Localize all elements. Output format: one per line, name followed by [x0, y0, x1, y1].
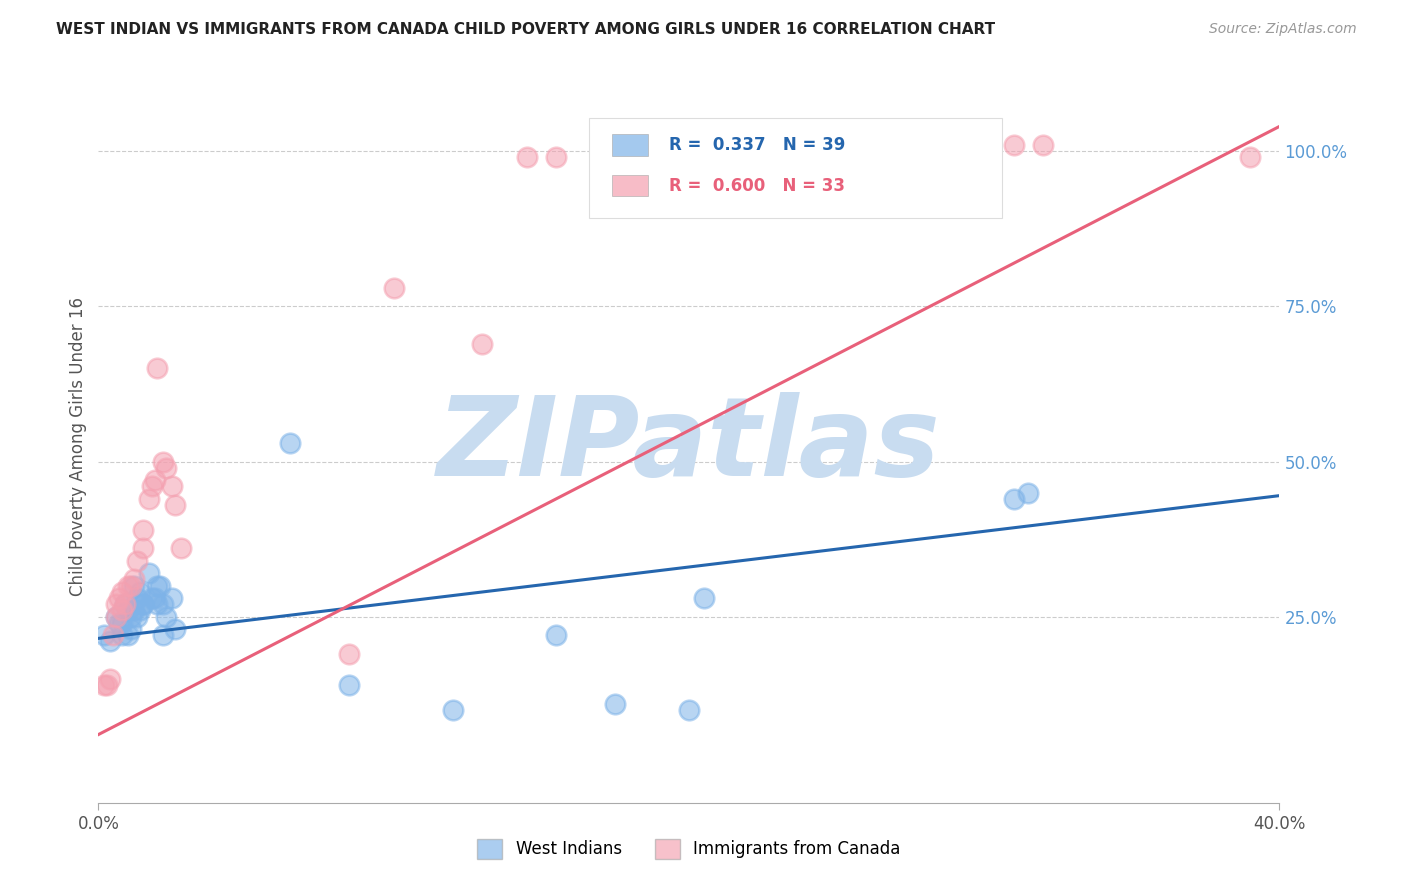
Point: [122, 573, 145, 587]
Point: [143, 591, 166, 605]
Point: [1002, 138, 1025, 153]
Point: [155, 460, 177, 475]
Point: [152, 597, 174, 611]
FancyBboxPatch shape: [612, 175, 648, 196]
Point: [111, 615, 134, 630]
Point: [546, 628, 568, 642]
Point: [152, 628, 174, 642]
Point: [132, 541, 155, 556]
Point: [280, 436, 302, 450]
Point: [125, 591, 148, 605]
Point: [441, 703, 464, 717]
Point: [165, 498, 187, 512]
Point: [546, 151, 568, 165]
Point: [152, 454, 174, 468]
FancyBboxPatch shape: [589, 118, 1002, 218]
Text: WEST INDIAN VS IMMIGRANTS FROM CANADA CHILD POVERTY AMONG GIRLS UNDER 16 CORRELA: WEST INDIAN VS IMMIGRANTS FROM CANADA CH…: [56, 22, 995, 37]
Point: [111, 628, 134, 642]
Point: [122, 579, 145, 593]
Point: [108, 591, 131, 605]
Text: Source: ZipAtlas.com: Source: ZipAtlas.com: [1209, 22, 1357, 37]
Point: [98, 672, 121, 686]
Legend: West Indians, Immigrants from Canada: West Indians, Immigrants from Canada: [471, 832, 907, 866]
Point: [165, 622, 187, 636]
Y-axis label: Child Poverty Among Girls Under 16: Child Poverty Among Girls Under 16: [69, 296, 87, 596]
Point: [143, 473, 166, 487]
Point: [471, 336, 494, 351]
Point: [146, 361, 169, 376]
Point: [114, 597, 136, 611]
Point: [516, 151, 538, 165]
Point: [98, 634, 121, 648]
Point: [125, 554, 148, 568]
Point: [117, 579, 139, 593]
Point: [155, 609, 177, 624]
Point: [114, 597, 136, 611]
Point: [339, 678, 361, 692]
Point: [339, 647, 361, 661]
Point: [149, 579, 172, 593]
Point: [105, 609, 128, 624]
Point: [678, 703, 700, 717]
Text: R =  0.600   N = 33: R = 0.600 N = 33: [669, 177, 845, 194]
Point: [105, 609, 128, 624]
Point: [93, 628, 115, 642]
Point: [128, 603, 150, 617]
Point: [125, 609, 148, 624]
Point: [170, 541, 193, 556]
Point: [138, 491, 160, 506]
Point: [146, 579, 169, 593]
Point: [128, 584, 150, 599]
Point: [117, 628, 139, 642]
Point: [693, 591, 716, 605]
Point: [162, 591, 183, 605]
Point: [1239, 151, 1261, 165]
Point: [103, 628, 125, 642]
Point: [120, 622, 142, 636]
Point: [382, 281, 405, 295]
Point: [1002, 491, 1025, 506]
Point: [120, 579, 142, 593]
Point: [132, 597, 155, 611]
Point: [93, 678, 115, 692]
Point: [605, 697, 627, 711]
Point: [96, 678, 118, 692]
Point: [120, 609, 142, 624]
Point: [111, 584, 134, 599]
Point: [138, 566, 160, 581]
Point: [141, 591, 163, 605]
Point: [132, 597, 155, 611]
Point: [122, 603, 145, 617]
Point: [105, 597, 128, 611]
Text: R =  0.337   N = 39: R = 0.337 N = 39: [669, 136, 845, 153]
Point: [1018, 485, 1040, 500]
Point: [1032, 138, 1054, 153]
Point: [108, 615, 131, 630]
Point: [162, 479, 183, 493]
Point: [141, 479, 163, 493]
Point: [117, 603, 139, 617]
Point: [111, 603, 134, 617]
Point: [132, 523, 155, 537]
FancyBboxPatch shape: [612, 134, 648, 155]
Text: ZIPatlas: ZIPatlas: [437, 392, 941, 500]
Point: [146, 597, 169, 611]
